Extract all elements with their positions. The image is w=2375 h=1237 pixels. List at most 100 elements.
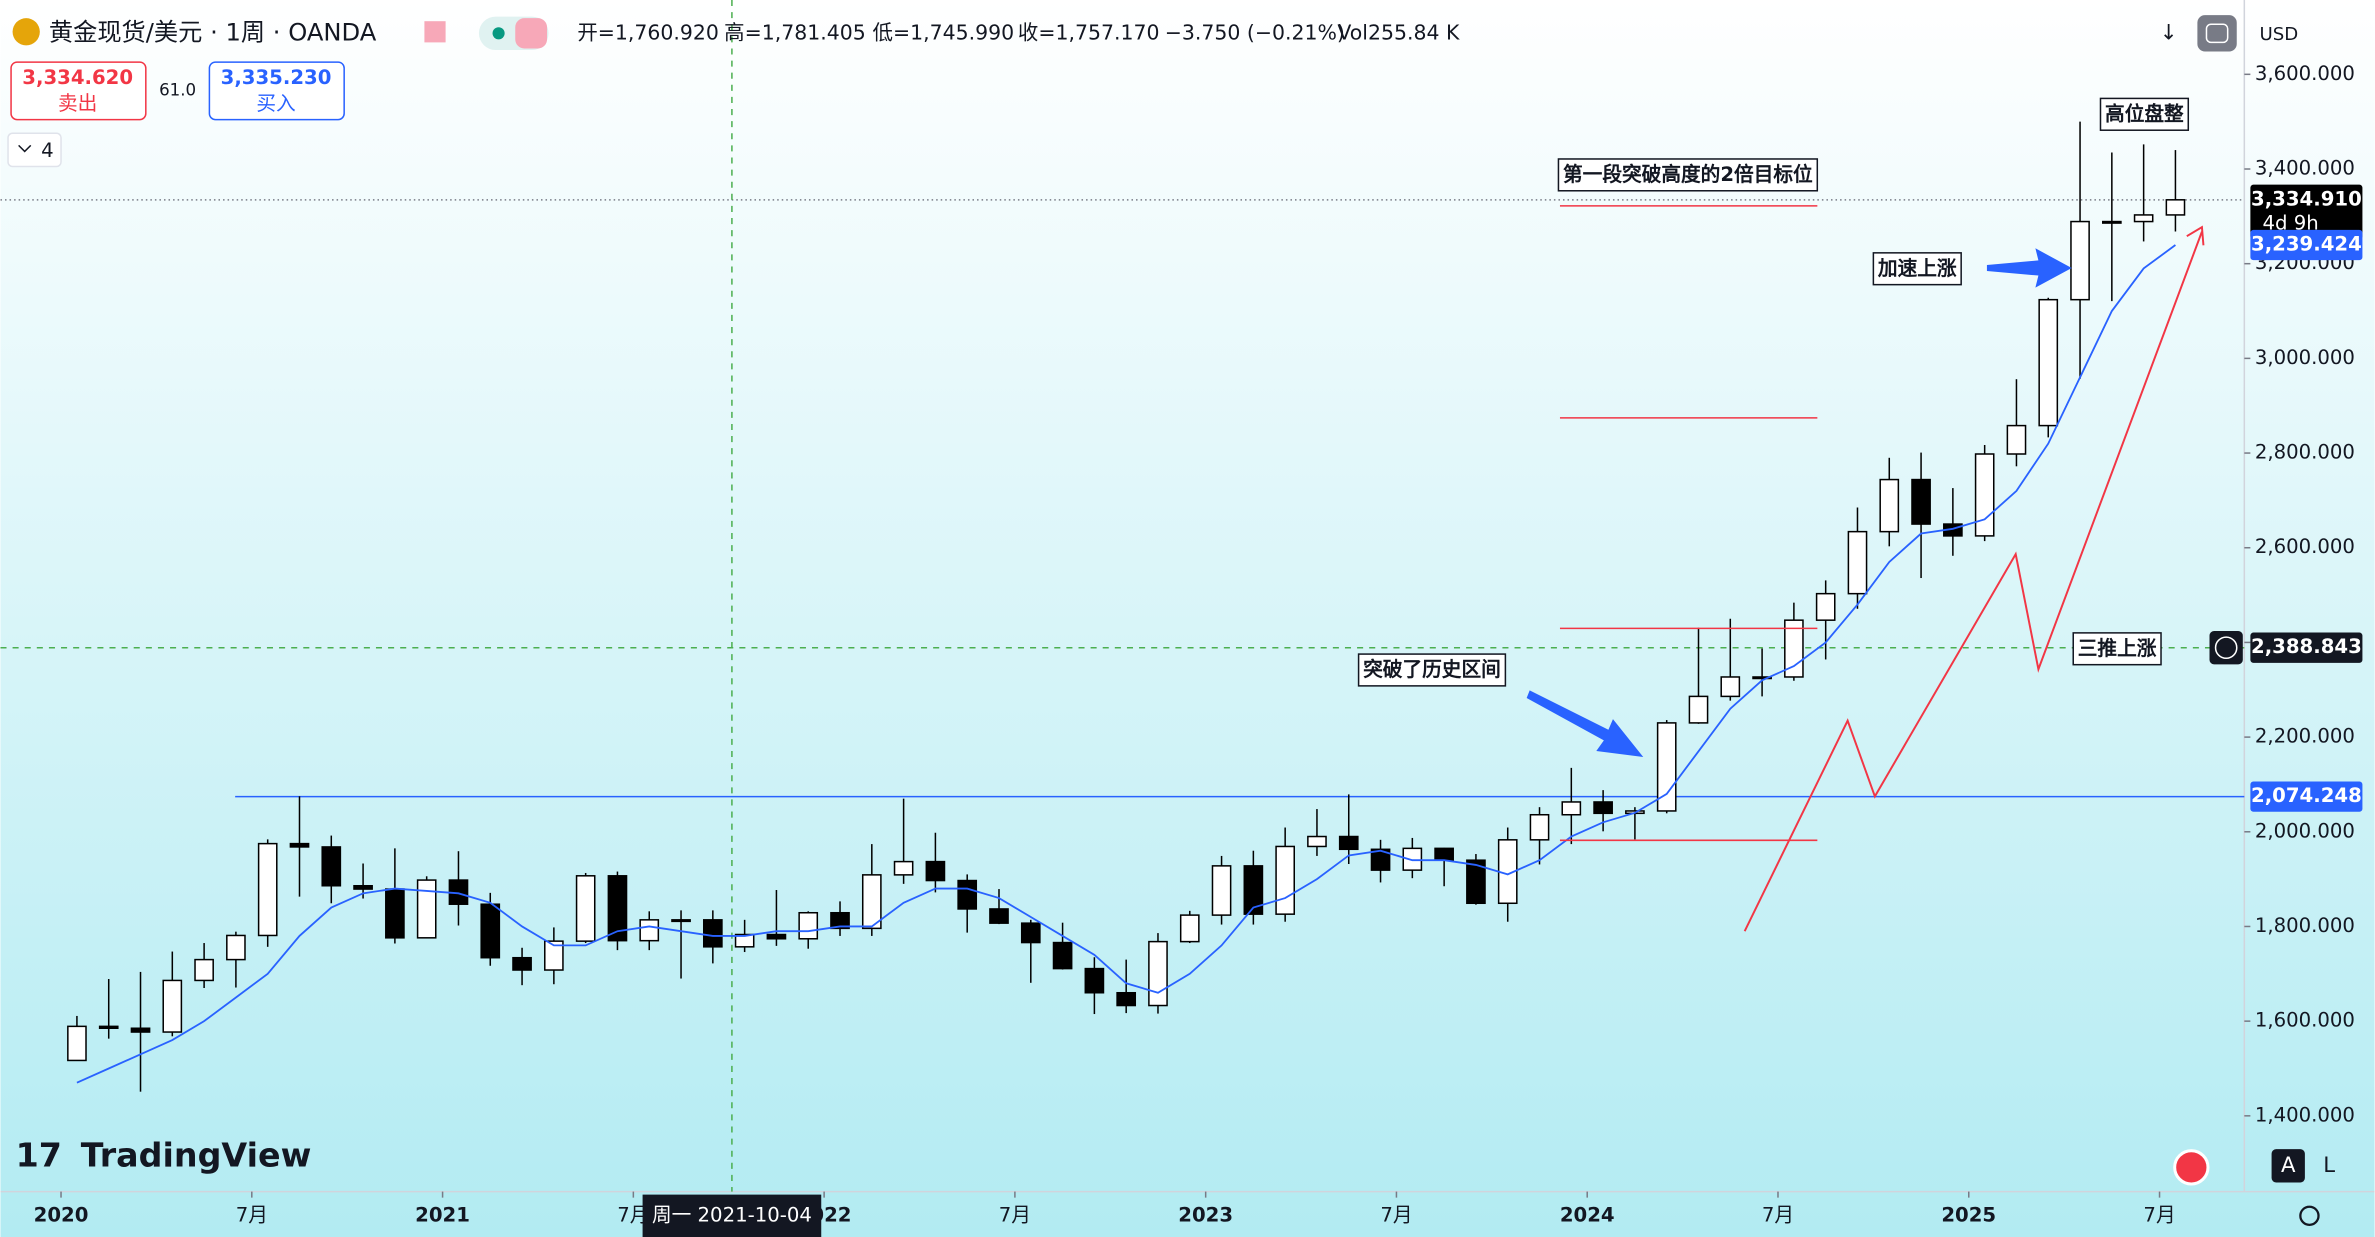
y-tick-label: 3,600.000 <box>2255 62 2355 85</box>
price-tag <box>2250 229 2363 261</box>
annotation: 高位盘整 <box>2105 103 2184 126</box>
logo-mark: 17 <box>16 1135 62 1174</box>
candle-body <box>607 875 628 942</box>
price-tag-sub: 4d 9h <box>2262 212 2318 235</box>
currency[interactable]: USD <box>2259 24 2298 45</box>
y-tick-label: 2,800.000 <box>2255 441 2355 464</box>
indicator-toggle[interactable] <box>7 132 62 168</box>
symbol-title: 黄金现货/美元 · 1周 · OANDA <box>49 18 377 46</box>
candle-body <box>861 874 882 930</box>
candle-body <box>1911 478 1931 525</box>
x-tick-label: 7月 <box>2143 1203 2175 1226</box>
annotation: 突破了历史区间 <box>1363 658 1501 681</box>
candle-body <box>257 842 278 937</box>
candle-body <box>1275 845 1295 915</box>
indicator-count: 4 <box>41 139 54 162</box>
candle-body <box>1338 835 1359 851</box>
moving-average <box>76 244 2176 1084</box>
y-tick-label: 1,600.000 <box>2255 1009 2355 1032</box>
ohlc-value: Vol255.84 K <box>1337 20 1460 44</box>
region-flag[interactable] <box>2173 1149 2210 1186</box>
candle-body <box>544 940 564 971</box>
candle-body <box>1243 865 1264 915</box>
auto-button[interactable] <box>2271 1149 2305 1183</box>
drawings <box>1526 205 2205 932</box>
candle-body <box>226 934 246 961</box>
candle-body <box>1529 813 1550 841</box>
logo: 17 TradingView <box>16 1135 312 1174</box>
ohlc-value: −3.750 (−0.21%) <box>1165 20 1345 44</box>
ohlc-value: 收=1,757.170 <box>1018 20 1160 44</box>
candle-body <box>734 933 755 948</box>
crosshair-date: 周一 2021-10-04 <box>652 1203 812 1226</box>
x-tick-label: 2025 <box>1941 1203 1996 1226</box>
crosshair-add <box>2209 631 2243 665</box>
status-dot <box>492 27 505 40</box>
candle-body <box>893 860 914 876</box>
buy-button[interactable] <box>208 61 345 121</box>
annotation-box <box>2099 97 2190 131</box>
candle-body <box>130 1027 151 1033</box>
x-tick-label: 2023 <box>1178 1203 1233 1226</box>
status-wave <box>515 18 548 49</box>
red-path <box>1743 231 2203 932</box>
annotation-box <box>1357 653 1507 687</box>
price-tag <box>2250 184 2363 240</box>
annotation: 三推上涨 <box>2078 637 2157 660</box>
x-tick-label: 7月 <box>1762 1203 1794 1226</box>
download-icon[interactable]: ↓ <box>2160 19 2178 44</box>
candle-body <box>1688 695 1709 724</box>
x-tick-label: 2024 <box>1560 1203 1615 1226</box>
candle-body <box>1752 676 1772 680</box>
candle-body <box>575 875 596 942</box>
candle-body <box>512 956 532 971</box>
y-tick-label: 2,200.000 <box>2255 725 2355 748</box>
y-tick-label: 1,400.000 <box>2255 1103 2355 1126</box>
candle-body <box>1561 801 1582 816</box>
logo-text: TradingView <box>81 1135 312 1174</box>
candle-body <box>385 888 405 939</box>
x-tick-label: 2020 <box>34 1203 89 1226</box>
candle-body <box>702 919 723 948</box>
x-tick-label: 7月 <box>1380 1203 1412 1226</box>
candle-body <box>1434 847 1454 861</box>
candle-body <box>798 911 819 940</box>
x-tick-label: 2021 <box>415 1203 470 1226</box>
auto-label: A <box>2281 1152 2296 1177</box>
sell-button[interactable] <box>10 61 147 121</box>
candle-body <box>353 884 373 890</box>
candle-body <box>1466 859 1486 905</box>
candle-body <box>671 919 691 923</box>
candle-body <box>639 919 660 942</box>
y-tick-label: 3,000.000 <box>2255 346 2355 369</box>
y-tick-label: 1,800.000 <box>2255 914 2355 937</box>
x-tick-label: 7月 <box>999 1203 1031 1226</box>
candle-body <box>1084 967 1105 994</box>
log-label[interactable]: L <box>2323 1152 2335 1177</box>
candle-body <box>1879 478 1900 533</box>
candle-body <box>2006 424 2027 455</box>
screenshot-button[interactable] <box>2197 15 2237 52</box>
candle-body <box>2133 214 2154 223</box>
y-tick-label: 2,600.000 <box>2255 535 2355 558</box>
candle-body <box>480 903 501 959</box>
settings-icon[interactable] <box>2299 1205 2320 1227</box>
candle-body <box>2102 220 2122 224</box>
y-tick-label: 3,400.000 <box>2255 157 2355 180</box>
price-tag-label: 3,334.910 <box>2251 187 2362 210</box>
blue-arrow <box>1526 690 1644 758</box>
candle-body <box>766 933 787 940</box>
symbol-icon <box>12 18 40 46</box>
ohlc-value: 开=1,760.920 <box>577 20 719 44</box>
candle-body <box>1020 922 1041 944</box>
y-tick-label: 2,000.000 <box>2255 819 2355 842</box>
crosshair-date-box <box>642 1194 822 1237</box>
spread: 61.0 <box>159 80 196 99</box>
candle-body <box>194 958 214 982</box>
candle-body <box>2070 220 2090 301</box>
buy-label: 买入 <box>256 92 295 115</box>
candle-body <box>830 911 850 930</box>
target-lines <box>1559 205 1818 842</box>
sell-price: 3,334.620 <box>22 66 133 89</box>
candle-body <box>1720 676 1741 698</box>
